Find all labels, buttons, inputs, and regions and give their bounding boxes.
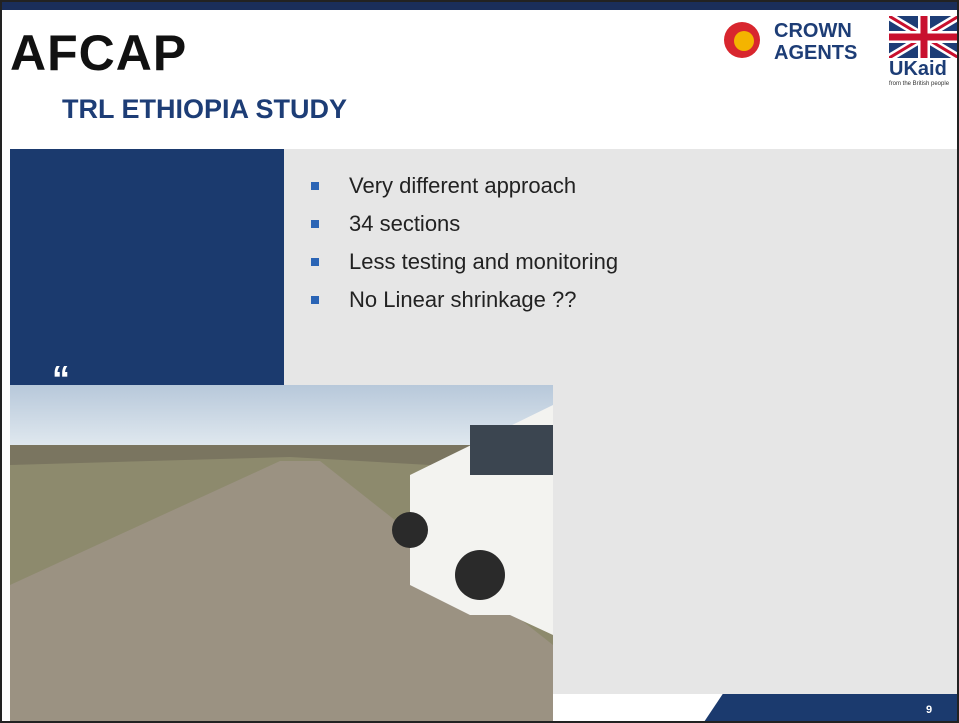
- top-bar: [2, 2, 957, 10]
- bullet: No Linear shrinkage ??: [307, 281, 618, 319]
- bullet-text: Less testing and monitoring: [349, 249, 619, 274]
- bullet-marker: [311, 296, 319, 304]
- crown-icon: [724, 22, 760, 58]
- title: TRL ETHIOPIA STUDY: [62, 94, 348, 124]
- uk-flag: [889, 16, 957, 58]
- logo: AFCAP: [10, 25, 188, 81]
- bullet-list: Very different approach 34 sections Less t…: [307, 167, 618, 319]
- partner-2-sub: from the British people: [889, 81, 950, 87]
- bullet-marker: [311, 220, 319, 228]
- bullet: Very different approach: [307, 167, 618, 205]
- bullet-marker: [311, 182, 319, 190]
- page-number: 9: [926, 704, 933, 716]
- partner-1: CROWN AGENTS: [774, 20, 858, 64]
- bullet-marker: [311, 258, 319, 266]
- blue-panel: [10, 149, 284, 385]
- bullet-text: No Linear shrinkage ??: [349, 287, 577, 312]
- bullet-text: Very different approach: [349, 173, 577, 198]
- partner-2: UKaid: [889, 58, 947, 80]
- bullet-text: 34 sections: [349, 211, 461, 236]
- bullet: Less testing and monitoring: [307, 243, 618, 281]
- bullet: 34 sections: [307, 205, 618, 243]
- footer-bar: [702, 694, 957, 721]
- road-photo: [10, 385, 553, 721]
